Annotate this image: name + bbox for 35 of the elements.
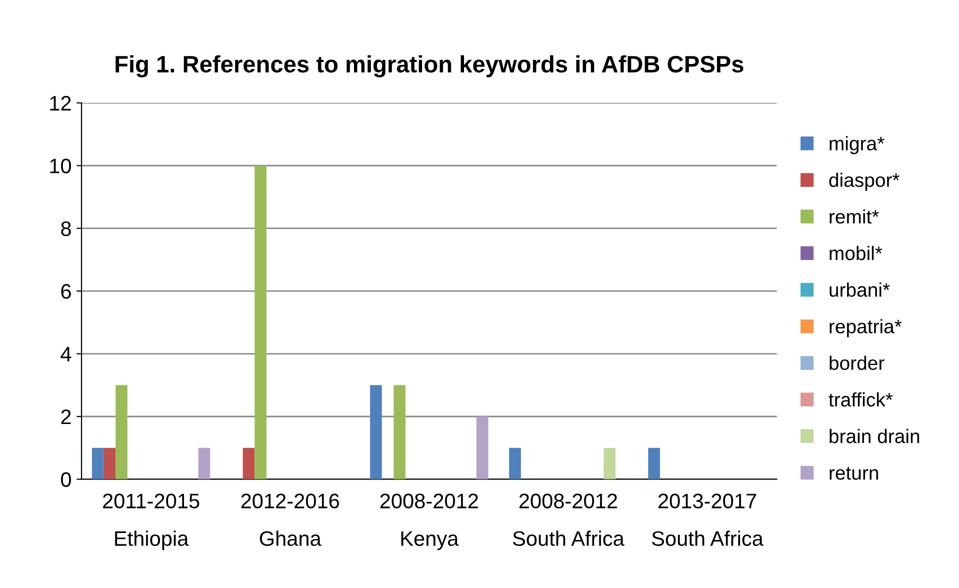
x-tick-label: 2013-2017 South Africa <box>652 494 764 546</box>
bar <box>242 448 255 480</box>
bar <box>254 166 266 480</box>
legend-label: repatria* <box>830 319 902 338</box>
legend-label: return <box>830 467 878 480</box>
bar <box>104 448 116 480</box>
bar <box>370 385 382 480</box>
bar <box>604 448 616 480</box>
y-tick-label: 10 <box>50 158 71 174</box>
chart-title: Fig 1. References to migration keywords in AfDB CPSPs <box>116 55 744 78</box>
bar <box>648 448 660 480</box>
y-tick-label: 2 <box>61 410 71 424</box>
y-tick-label: 4 <box>60 346 72 362</box>
y-tick-label: 0 <box>61 472 71 487</box>
bar <box>476 416 488 480</box>
bar <box>198 448 210 480</box>
legend-label: urbani* <box>830 282 890 297</box>
legend-label: diaspor* <box>829 172 900 191</box>
y-tick-label: 12 <box>50 96 71 110</box>
legend-label: migra* <box>830 136 884 154</box>
y-tick-label: 8 <box>61 221 71 236</box>
bar <box>116 385 128 480</box>
x-tick-label: 2008-2012 Kenya <box>380 494 478 550</box>
legend-label: traffick* <box>828 392 893 407</box>
x-tick-label: 2008-2012 South Africa <box>512 494 624 546</box>
x-tick-label: 2011-2015 Ethiopia <box>103 494 200 550</box>
legend-label: mobil* <box>830 246 882 260</box>
legend-label: brain drain <box>830 428 920 444</box>
legend-label: remit* <box>830 209 879 224</box>
bar <box>92 448 104 480</box>
x-tick-label: 2012-2016 Ghana <box>241 494 339 546</box>
bar <box>394 385 406 480</box>
legend-label: border <box>830 356 884 370</box>
y-tick-label: 6 <box>61 284 71 299</box>
bar <box>509 448 521 480</box>
